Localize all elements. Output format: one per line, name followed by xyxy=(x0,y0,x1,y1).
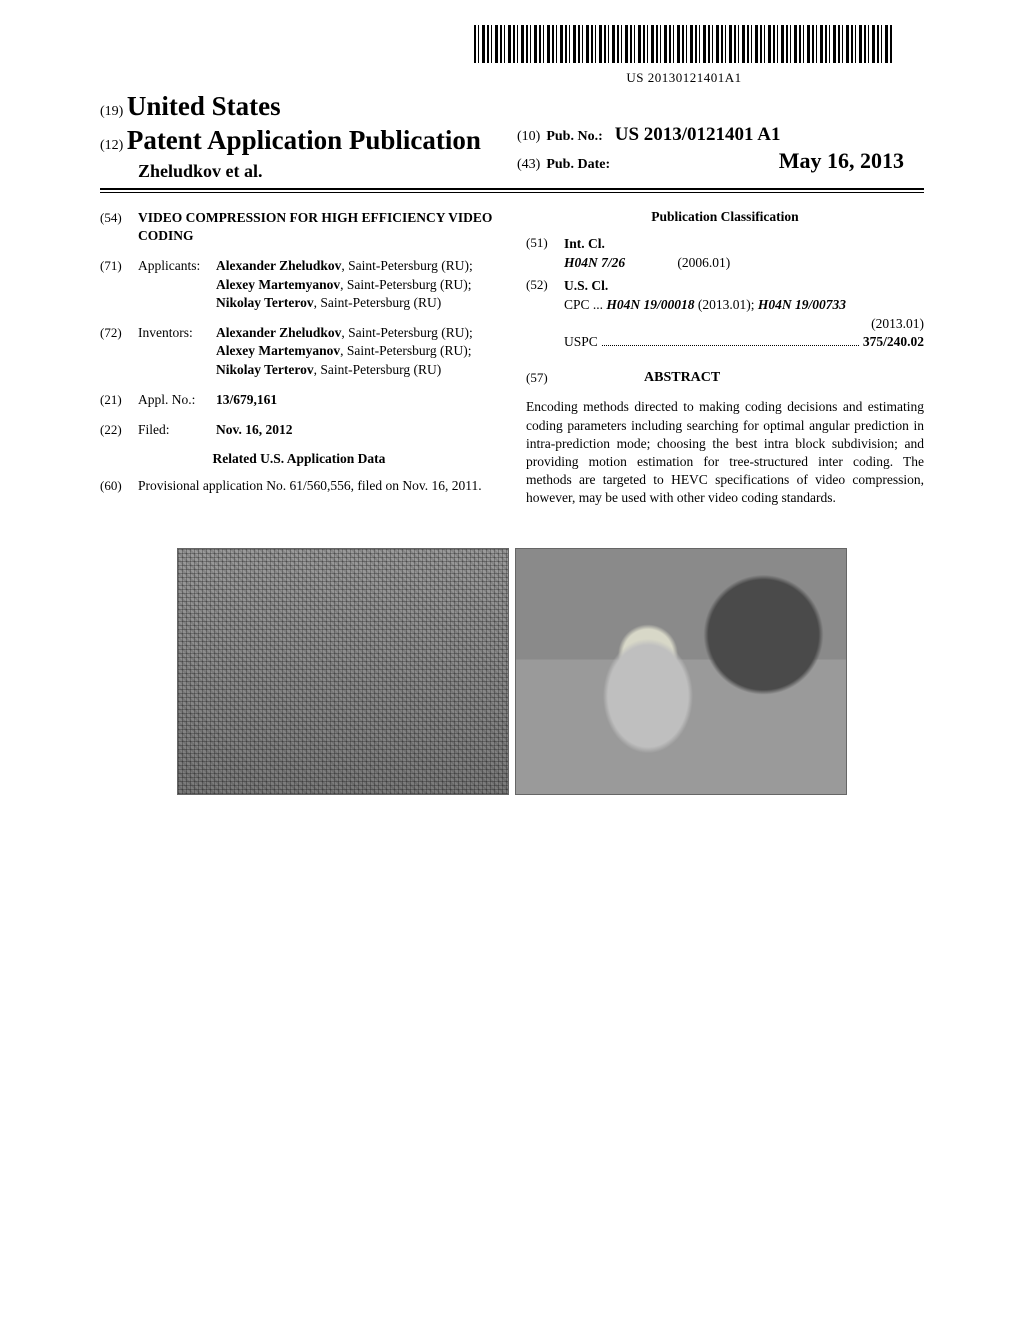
filed-value: Nov. 16, 2012 xyxy=(216,421,498,439)
doc-type: Patent Application Publication xyxy=(127,125,481,155)
country: United States xyxy=(127,91,281,121)
code-57: (57) xyxy=(526,370,564,386)
code-52: (52) xyxy=(526,277,564,353)
inventors-content: Alexander Zheludkov, Saint-Petersburg (R… xyxy=(216,324,498,379)
barcode-text: US 20130121401A1 xyxy=(474,70,894,86)
code-51: (51) xyxy=(526,235,564,273)
barcode-block: US 20130121401A1 xyxy=(474,25,894,86)
appl-no-label: Appl. No.: xyxy=(138,391,216,409)
pub-no: US 2013/0121401 A1 xyxy=(615,124,781,146)
barcode-graphic xyxy=(474,25,894,63)
provisional-text: Provisional application No. 61/560,556, … xyxy=(138,477,498,495)
inventor-1-name: Alexander Zheludkov xyxy=(216,325,341,340)
figure-area xyxy=(100,548,924,795)
code-21: (21) xyxy=(100,391,138,409)
applicants-label: Applicants: xyxy=(138,257,216,312)
int-cl-code: H04N 7/26 xyxy=(564,254,674,273)
applicant-2-loc: , Saint-Petersburg (RU); xyxy=(340,277,471,292)
code-12: (12) xyxy=(100,138,123,153)
appl-no-value: 13/679,161 xyxy=(216,391,498,409)
author-line: Zheludkov et al. xyxy=(100,160,507,183)
applicant-2-name: Alexey Martemyanov xyxy=(216,277,340,292)
inventor-3-loc: , Saint-Petersburg (RU) xyxy=(314,362,442,377)
filed-label: Filed: xyxy=(138,421,216,439)
pub-no-label: Pub. No.: xyxy=(546,129,602,145)
applicant-1-loc: , Saint-Petersburg (RU); xyxy=(341,258,472,273)
pub-date-label: Pub. Date: xyxy=(546,157,610,173)
figure-right xyxy=(515,548,847,795)
inventors-label: Inventors: xyxy=(138,324,216,379)
code-54: (54) xyxy=(100,209,138,245)
pub-date: May 16, 2013 xyxy=(779,148,924,174)
code-71: (71) xyxy=(100,257,138,312)
patent-title: VIDEO COMPRESSION FOR HIGH EFFICIENCY VI… xyxy=(138,209,498,245)
int-cl-date: (2006.01) xyxy=(677,255,730,270)
inventor-2-loc: , Saint-Petersburg (RU); xyxy=(340,343,471,358)
code-72: (72) xyxy=(100,324,138,379)
cpc-1-date: (2013.01); xyxy=(695,297,758,312)
code-43: (43) xyxy=(517,157,540,173)
uspc-value: 375/240.02 xyxy=(863,333,924,352)
applicant-3-loc: , Saint-Petersburg (RU) xyxy=(314,295,442,310)
abstract-text: Encoding methods directed to making codi… xyxy=(526,398,924,507)
applicant-3-name: Nikolay Terterov xyxy=(216,295,314,310)
inventor-2-name: Alexey Martemyanov xyxy=(216,343,340,358)
figure-left xyxy=(177,548,509,795)
cpc-2-date: (2013.01) xyxy=(564,315,924,334)
applicant-1-name: Alexander Zheludkov xyxy=(216,258,341,273)
cpc-1: H04N 19/00018 xyxy=(606,297,694,312)
related-header: Related U.S. Application Data xyxy=(100,451,498,467)
inventor-3-name: Nikolay Terterov xyxy=(216,362,314,377)
cpc-2: H04N 19/00733 xyxy=(758,297,846,312)
divider-thin xyxy=(100,192,924,193)
applicants-content: Alexander Zheludkov, Saint-Petersburg (R… xyxy=(216,257,498,312)
abstract-header: ABSTRACT xyxy=(644,370,720,386)
code-19: (19) xyxy=(100,104,123,119)
cpc-label: CPC ... xyxy=(564,297,603,312)
inventor-1-loc: , Saint-Petersburg (RU); xyxy=(341,325,472,340)
pub-class-header: Publication Classification xyxy=(526,209,924,225)
code-60: (60) xyxy=(100,477,138,495)
code-10: (10) xyxy=(517,129,540,145)
uspc-label: USPC xyxy=(564,333,598,352)
us-cl-label: U.S. Cl. xyxy=(564,277,924,296)
dotted-leader xyxy=(602,335,859,346)
int-cl-label: Int. Cl. xyxy=(564,235,924,254)
divider-thick xyxy=(100,188,924,190)
code-22: (22) xyxy=(100,421,138,439)
